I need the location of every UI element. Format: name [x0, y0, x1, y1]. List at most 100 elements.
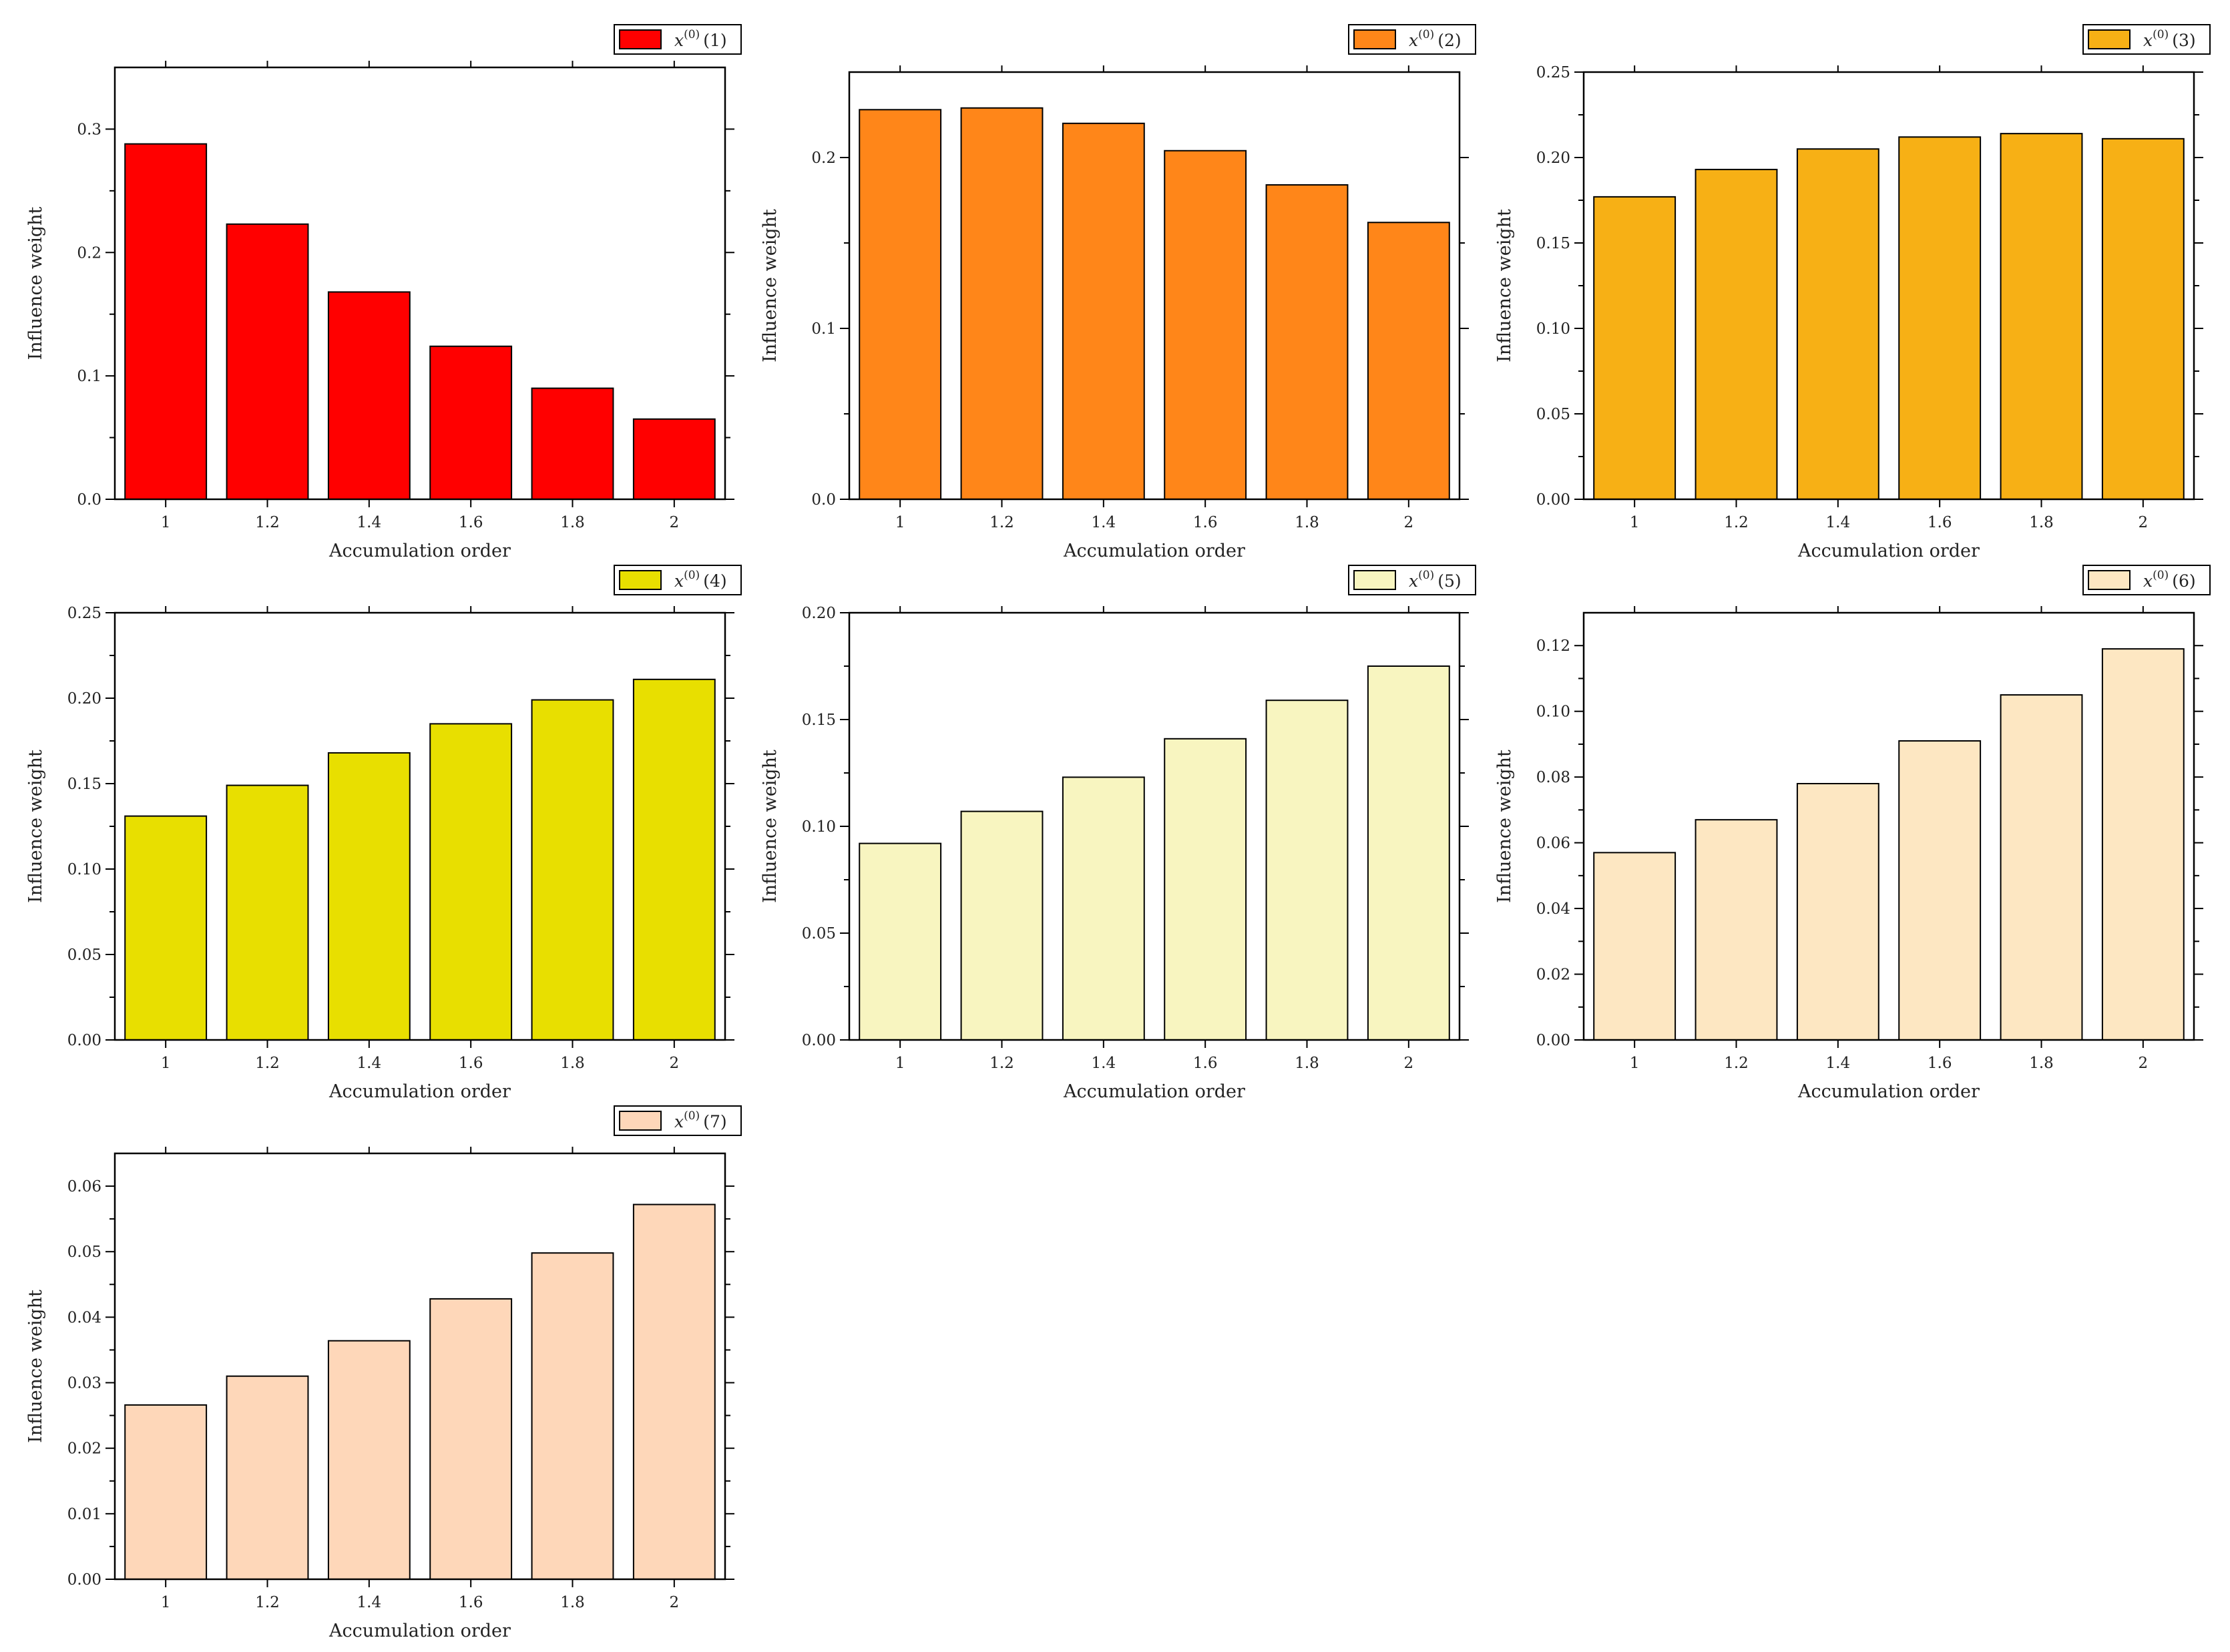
y-tick-label: 0.04 — [67, 1309, 101, 1326]
y-tick-label: 0.15 — [67, 776, 101, 793]
legend-label: x(0) (2) — [1409, 28, 1462, 50]
y-tick-label: 0.00 — [1536, 1032, 1570, 1049]
y-tick-label: 0.1 — [811, 320, 836, 338]
bar — [1265, 184, 1349, 500]
x-tick-label: 1.2 — [255, 1594, 280, 1611]
x-tick-label: 1.4 — [1826, 514, 1851, 531]
y-tick-label: 0.02 — [1536, 967, 1570, 984]
y-axis-label: Influence weight — [25, 206, 46, 360]
y-tick-label: 0.10 — [67, 861, 101, 878]
bar — [531, 699, 614, 1041]
bar — [960, 107, 1044, 500]
y-tick-label: 0.00 — [67, 1032, 101, 1049]
chart-panel-5: 1 1.2 1.4 1.6 1.8 2 0.00 0.05 0.10 0.15 0.20 Accumu… — [760, 565, 1476, 1102]
y-tick-label: 0.08 — [1536, 769, 1570, 786]
x-axis-label: Accumulation order — [328, 1081, 511, 1102]
x-tick-label: 1.2 — [989, 1055, 1014, 1072]
bar — [859, 842, 942, 1041]
bar — [226, 223, 309, 500]
x-tick-label: 1.6 — [459, 1594, 483, 1611]
bar — [327, 1340, 411, 1580]
bar — [124, 143, 208, 501]
bar — [1796, 783, 1879, 1041]
y-tick-label: 0.05 — [1536, 406, 1570, 423]
chart-panel-7: 1 1.2 1.4 1.6 1.8 2 0.00 0.01 0.02 0.03 0.04 0.05 0.… — [25, 1105, 742, 1641]
legend-label: x(0) (1) — [674, 28, 727, 50]
legend: x(0) (4) — [614, 565, 742, 595]
x-axis-label: Accumulation order — [1063, 541, 1245, 561]
chart-panel-3: 1 1.2 1.4 1.6 1.8 2 0.00 0.05 0.10 0.15 0.20 0.25 Ac… — [1494, 24, 2211, 561]
x-tick-label: 1.2 — [1724, 1055, 1749, 1072]
x-axis-label: Accumulation order — [328, 541, 511, 561]
y-tick-label: 0.05 — [802, 925, 836, 942]
x-axis-label: Accumulation order — [1797, 541, 1980, 561]
x-tick-label: 1 — [161, 1055, 171, 1072]
x-tick-label: 1.2 — [1724, 514, 1749, 531]
bar — [2101, 137, 2185, 500]
x-tick-label: 1.8 — [560, 1594, 585, 1611]
x-tick-label: 2 — [2139, 1055, 2149, 1072]
x-tick-label: 1.2 — [255, 514, 280, 531]
y-tick-label: 0.0 — [811, 491, 836, 509]
bar — [226, 1375, 309, 1580]
y-tick-label: 0.10 — [1536, 320, 1570, 338]
x-tick-label: 1 — [1630, 1055, 1640, 1072]
bar — [429, 723, 513, 1041]
x-tick-label: 1.4 — [1826, 1055, 1851, 1072]
y-tick-label: 0.10 — [802, 818, 836, 836]
legend-label: x(0) (3) — [2143, 28, 2196, 50]
y-tick-label: 0.12 — [1536, 637, 1570, 655]
bar — [2101, 648, 2185, 1041]
y-tick-label: 0.25 — [67, 605, 101, 622]
x-tick-label: 1.4 — [357, 1594, 382, 1611]
chart-panel-6: 1 1.2 1.4 1.6 1.8 2 0.00 0.02 0.04 0.06 0.08 0.10 0.… — [1494, 565, 2211, 1102]
y-tick-label: 0.1 — [77, 368, 101, 385]
bar — [1164, 150, 1247, 500]
x-tick-label: 1.6 — [1193, 514, 1218, 531]
x-tick-label: 1.6 — [459, 1055, 483, 1072]
bar — [429, 345, 513, 501]
legend: x(0) (5) — [1348, 565, 1476, 595]
y-tick-label: 0.00 — [67, 1571, 101, 1589]
x-tick-label: 1.8 — [2029, 1055, 2054, 1072]
x-tick-label: 1.4 — [1092, 1055, 1116, 1072]
y-tick-label: 0.15 — [1536, 235, 1570, 252]
legend-swatch — [619, 570, 662, 590]
bar — [632, 678, 716, 1041]
y-tick-label: 0.2 — [77, 244, 101, 262]
x-tick-label: 1.2 — [255, 1055, 280, 1072]
legend-swatch — [1353, 29, 1396, 49]
x-axis-label: Accumulation order — [328, 1621, 511, 1641]
y-tick-label: 0.05 — [67, 1244, 101, 1261]
y-tick-label: 0.20 — [67, 690, 101, 708]
legend-label: x(0) (4) — [674, 569, 727, 591]
y-tick-label: 0.04 — [1536, 900, 1570, 918]
x-tick-label: 1.2 — [989, 514, 1014, 531]
y-tick-label: 0.3 — [77, 121, 101, 138]
bar — [1367, 222, 1450, 500]
plot-frame — [848, 71, 1461, 501]
bar — [1593, 852, 1677, 1041]
y-tick-label: 0.01 — [67, 1506, 101, 1523]
x-tick-label: 1.4 — [357, 514, 382, 531]
y-tick-label: 0.0 — [77, 491, 101, 509]
bar — [124, 815, 208, 1041]
x-tick-label: 2 — [670, 1055, 680, 1072]
bar — [1898, 136, 1982, 500]
x-axis-label: Accumulation order — [1063, 1081, 1245, 1102]
bar — [1695, 168, 1778, 500]
bar — [429, 1298, 513, 1581]
x-tick-label: 1.6 — [459, 514, 483, 531]
bar — [124, 1404, 208, 1580]
bar — [1593, 196, 1677, 500]
x-tick-label: 1 — [161, 1594, 171, 1611]
legend: x(0) (7) — [614, 1105, 742, 1136]
x-axis-label: Accumulation order — [1797, 1081, 1980, 1102]
y-tick-label: 0.20 — [1536, 150, 1570, 167]
y-axis-label: Influence weight — [25, 750, 46, 903]
y-tick-label: 0.03 — [67, 1375, 101, 1392]
legend-swatch — [619, 29, 662, 49]
y-tick-label: 0.06 — [1536, 835, 1570, 852]
legend-swatch — [2088, 570, 2131, 590]
legend-label: x(0) (6) — [2143, 569, 2196, 591]
